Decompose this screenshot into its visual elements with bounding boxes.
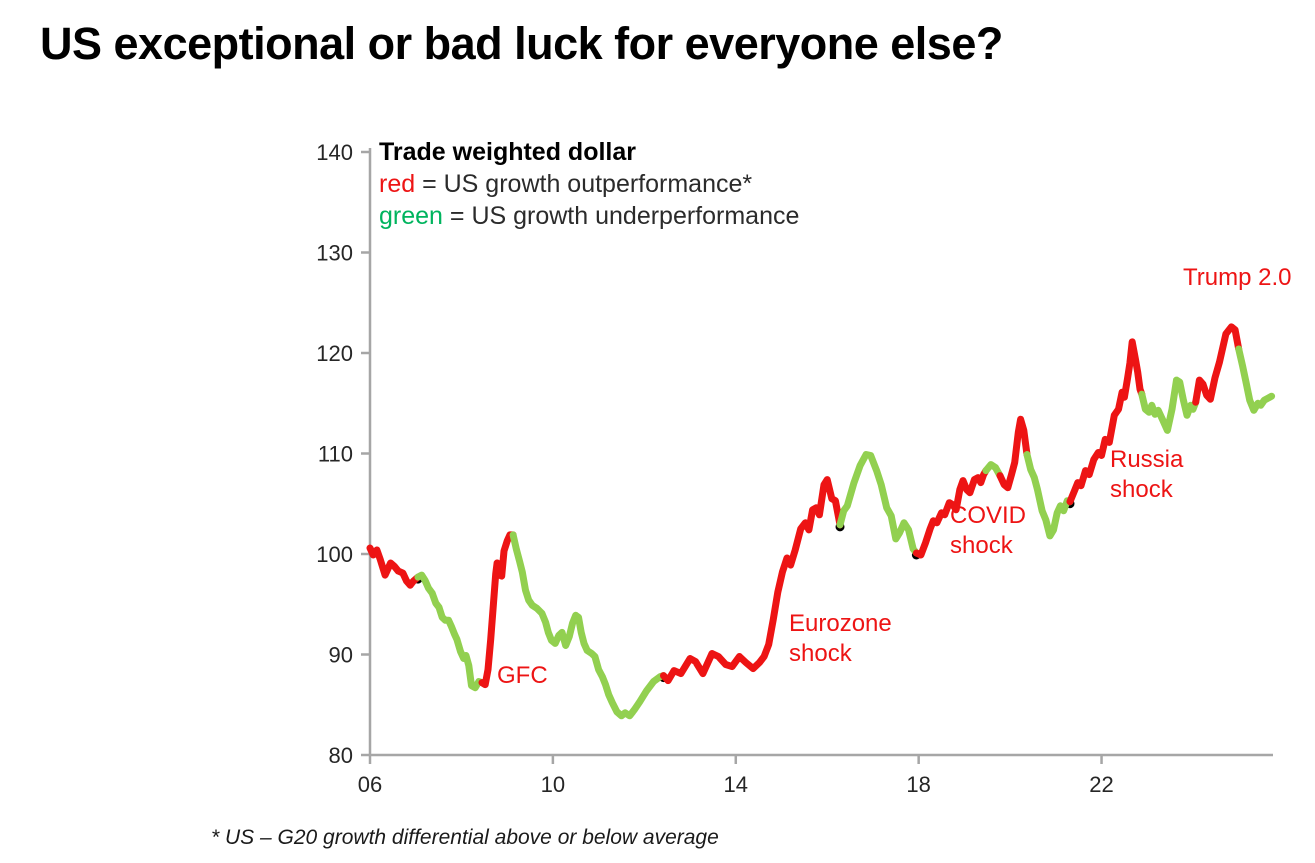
annotation-trump-line: Trump 2.0 xyxy=(1183,264,1292,291)
series-segment-green xyxy=(982,461,1004,480)
annotation-covid-line2: shock xyxy=(950,532,1013,559)
series-segment-red xyxy=(1066,338,1146,506)
y-tick-label: 90 xyxy=(329,643,353,668)
legend-red-line: red = US growth outperformance* xyxy=(379,168,799,200)
legend-green-desc: = US growth underperformance xyxy=(442,202,800,230)
annotation-gfc: GFC xyxy=(497,661,548,691)
series-segment-red xyxy=(1192,323,1243,406)
legend-series-title: Trade weighted dollar xyxy=(379,138,636,166)
chart-legend: Trade weighted dollar red = US growth ou… xyxy=(379,136,799,232)
legend-green-line: green = US growth underperformance xyxy=(379,200,799,232)
series-segment-green xyxy=(1138,376,1200,434)
annotation-eurozone-line2: shock xyxy=(789,640,852,667)
y-tick-label: 130 xyxy=(316,241,353,266)
x-tick-label: 14 xyxy=(724,772,748,797)
series-segment-green xyxy=(414,571,486,692)
x-tick-label: 06 xyxy=(358,772,382,797)
y-tick-label: 120 xyxy=(316,341,353,366)
legend-red-desc: = US growth outperformance* xyxy=(415,170,753,198)
series-segment-red xyxy=(660,476,844,685)
x-tick-label: 18 xyxy=(906,772,930,797)
page-title: US exceptional or bad luck for everyone … xyxy=(40,18,1003,69)
series-segment-red xyxy=(366,544,422,589)
legend-red-key: red xyxy=(379,170,416,198)
legend-green-key: green xyxy=(379,202,443,230)
series-segment-red xyxy=(912,467,990,559)
annotation-gfc-line: GFC xyxy=(497,662,548,689)
x-tick-label: 10 xyxy=(541,772,565,797)
annotation-russia-line1: Russia xyxy=(1110,446,1184,473)
series-segment-green xyxy=(1235,345,1276,414)
annotation-eurozone-shock: Eurozone shock xyxy=(789,609,892,669)
annotation-covid-line1: COVID xyxy=(950,502,1027,529)
y-tick-label: 140 xyxy=(316,140,353,165)
series-segment-red xyxy=(478,531,517,689)
annotation-trump-2-0: Trump 2.0 xyxy=(1183,263,1291,293)
annotation-russia-shock: Russia shock xyxy=(1110,445,1183,505)
annotation-russia-line2: shock xyxy=(1110,476,1173,503)
series-segment-red xyxy=(996,415,1031,492)
x-tick-label: 22 xyxy=(1089,772,1113,797)
series-segment-green xyxy=(509,531,667,720)
annotation-eurozone-line1: Eurozone xyxy=(789,610,892,637)
footnote: * US – G20 growth differential above or … xyxy=(211,826,719,849)
y-tick-label: 110 xyxy=(318,442,353,467)
y-tick-label: 100 xyxy=(316,542,353,567)
series-segment-green xyxy=(836,451,920,557)
annotation-covid-shock: COVID shock xyxy=(950,501,1026,561)
series-segment-green xyxy=(1023,451,1074,540)
y-tick-label: 80 xyxy=(329,743,353,768)
